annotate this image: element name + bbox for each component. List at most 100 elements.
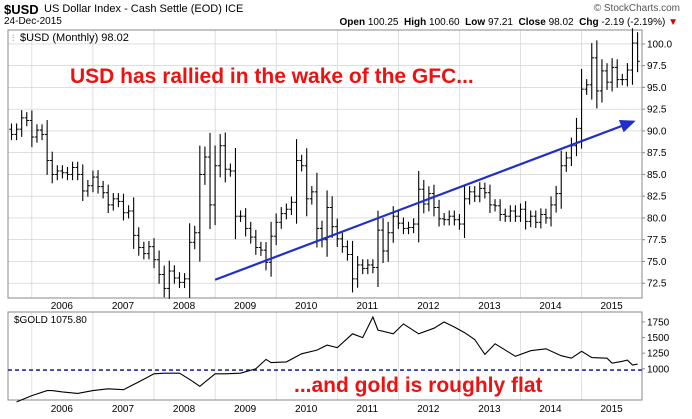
ohlc-bar xyxy=(187,223,192,298)
ohlc-bar xyxy=(615,59,620,88)
ohlc-bar xyxy=(574,117,579,157)
exchange: ICE xyxy=(224,3,244,15)
ohlc-bars xyxy=(9,28,640,299)
ohlc-bar xyxy=(396,210,401,229)
ohlc-bar xyxy=(421,179,426,214)
usd-y-ticks: 72.5 75.0 77.5 80.0 82.5 85.0 87.5 90.0 92.5 95.0… xyxy=(642,39,672,290)
ohlc-bar xyxy=(380,218,386,264)
x-tick-label: 2007 xyxy=(112,404,135,415)
ohlc-bar xyxy=(151,238,157,269)
ohlc-bar xyxy=(70,161,75,181)
ohlc-bar xyxy=(452,210,457,226)
ohlc-bar xyxy=(599,59,605,103)
x-tick-label: 2011 xyxy=(357,404,379,415)
ohlc-bar xyxy=(131,197,136,249)
source-credit[interactable]: © StockCharts.com xyxy=(593,3,680,14)
x-tick-label: 2008 xyxy=(173,301,196,312)
ohlc-bar xyxy=(533,210,538,229)
ohlc-bar xyxy=(39,124,45,141)
ohlc-bar xyxy=(228,163,233,177)
x-tick-label: 2006 xyxy=(51,301,74,312)
ohlc-bar xyxy=(268,221,274,277)
ohlc-bar xyxy=(441,213,447,226)
ohlc-bar xyxy=(192,225,197,250)
ohlc-bar xyxy=(528,210,533,228)
y-tick-label: 100.0 xyxy=(647,39,672,50)
x-tick-label: 2009 xyxy=(234,404,257,415)
ohlc-bar xyxy=(34,124,40,143)
ohlc-bar xyxy=(279,207,284,229)
ohlc-bar xyxy=(223,132,228,183)
gold-gridlines xyxy=(31,312,582,400)
ohlc-bar xyxy=(482,182,488,199)
ohlc-bar xyxy=(284,203,289,220)
instrument-title: US Dollar Index - Cash Settle (EOD) xyxy=(44,3,222,15)
ohlc-bar xyxy=(141,241,147,260)
price-panel-frame xyxy=(7,29,643,299)
ohlc-bar xyxy=(50,151,55,184)
close-value: 98.02 xyxy=(548,17,574,28)
ohlc-bar xyxy=(406,221,411,235)
ohlc-bar xyxy=(116,193,121,208)
ohlc-bar xyxy=(503,208,508,222)
ohlc-bar xyxy=(24,112,29,127)
gold-panel-frame xyxy=(7,311,643,401)
ohlc-bar xyxy=(14,123,19,141)
ohlc-bar xyxy=(95,170,101,194)
ohlc-bar xyxy=(172,265,177,284)
open-value: 100.25 xyxy=(367,17,399,28)
low-value: 97.21 xyxy=(487,17,513,28)
ohlc-bar xyxy=(584,79,589,95)
ohlc-bar xyxy=(630,28,635,85)
ohlc-bar xyxy=(217,134,223,178)
symbol: $USD xyxy=(4,2,39,17)
ohlc-bar xyxy=(319,220,325,248)
ohlc-bar xyxy=(182,273,187,289)
ohlc-bar xyxy=(340,232,345,253)
ohlc-bar xyxy=(314,172,320,248)
high-label: High xyxy=(404,17,427,28)
legend-bars-icon: ⫶ xyxy=(12,33,14,43)
x-tick-label: 2015 xyxy=(600,404,623,415)
ohlc-bar xyxy=(238,210,243,222)
ohlc-bar xyxy=(304,148,309,217)
ohlc-bar xyxy=(548,196,554,227)
change-label: Chg xyxy=(579,17,599,28)
y-tick-label: 1750 xyxy=(647,317,670,328)
y-tick-label: 87.5 xyxy=(647,148,667,159)
ohlc-bar xyxy=(75,161,80,181)
usd-annotation: USD has rallied in the wake of the GFC..… xyxy=(70,65,474,88)
ohlc-bar xyxy=(360,259,365,275)
x-tick-label: 2007 xyxy=(112,301,135,312)
ohlc-bar xyxy=(604,63,610,90)
ohlc-bar xyxy=(90,170,96,193)
y-tick-label: 82.5 xyxy=(647,192,667,203)
ohlc-bar xyxy=(156,250,162,284)
ohlc-bar xyxy=(212,145,218,226)
y-tick-label: 1000 xyxy=(647,364,670,375)
ohlc-bar xyxy=(543,208,549,224)
ohlc-bar xyxy=(248,221,253,244)
ohlc-stats: Open 100.25 High 100.60 Low 97.21 Close … xyxy=(340,17,678,28)
ohlc-bar xyxy=(447,210,452,226)
ohlc-bar xyxy=(85,180,91,197)
ohlc-bar xyxy=(9,123,14,141)
ohlc-bar xyxy=(233,147,238,240)
ohlc-bar xyxy=(594,40,600,109)
gold-y-ticks: 1000 1250 1500 1750 xyxy=(642,317,670,375)
y-tick-label: 75.0 xyxy=(647,257,667,268)
ohlc-bar xyxy=(126,205,131,219)
ohlc-bar xyxy=(564,151,569,172)
ohlc-bar xyxy=(243,208,248,237)
ohlc-bar xyxy=(329,196,335,238)
ohlc-bar xyxy=(111,193,116,211)
ohlc-bar xyxy=(65,166,70,181)
high-value: 100.60 xyxy=(429,17,460,28)
ohlc-bar xyxy=(553,185,559,213)
down-arrow-icon: ▼ xyxy=(668,17,678,28)
ohlc-bar xyxy=(411,218,416,234)
ohlc-bar xyxy=(472,186,477,202)
ohlc-bar xyxy=(207,132,213,230)
gold-legend: $GOLD 1075.80 xyxy=(14,315,87,326)
ohlc-bar xyxy=(518,203,523,222)
